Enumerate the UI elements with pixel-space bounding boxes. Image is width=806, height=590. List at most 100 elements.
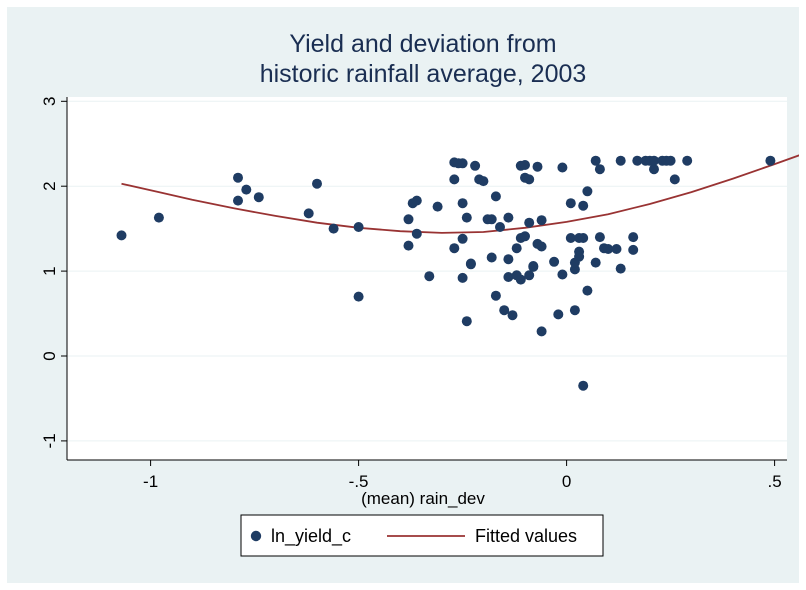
data-point	[549, 256, 560, 267]
data-point	[520, 231, 530, 242]
data-point	[457, 233, 468, 244]
data-point	[312, 178, 322, 189]
data-point	[303, 208, 314, 219]
data-point	[615, 263, 626, 274]
data-point	[470, 160, 481, 171]
data-point	[578, 200, 589, 211]
data-point	[503, 272, 514, 282]
axis-layer: -1 0 1 2 3 -1 -.5 0 .5	[40, 97, 787, 491]
fit-line-layer	[121, 154, 799, 234]
point-layer	[116, 155, 776, 391]
data-point	[465, 258, 476, 269]
data-point	[486, 214, 497, 225]
data-point	[495, 222, 505, 232]
y-tick-label: 3	[40, 97, 59, 106]
data-point	[594, 164, 605, 175]
data-point	[511, 243, 522, 254]
data-point	[520, 160, 530, 170]
data-point	[594, 232, 605, 243]
data-point	[457, 158, 468, 169]
data-point	[253, 192, 264, 203]
data-point	[524, 174, 535, 185]
data-point	[536, 215, 547, 226]
data-point	[557, 269, 568, 280]
data-point	[524, 270, 535, 281]
data-point	[615, 155, 626, 166]
y-tick-label: 2	[40, 181, 59, 190]
data-point	[353, 222, 364, 232]
data-point	[411, 228, 422, 239]
data-point	[478, 176, 489, 187]
data-point	[649, 164, 659, 175]
data-point	[432, 201, 443, 212]
data-point	[490, 191, 501, 202]
data-point	[611, 244, 622, 254]
data-point	[461, 316, 472, 327]
data-point	[536, 241, 547, 252]
chart-title-line-1: Yield and deviation from	[289, 30, 556, 58]
data-point	[569, 305, 580, 316]
data-point	[590, 257, 601, 268]
data-point	[582, 186, 593, 197]
data-point	[528, 261, 539, 271]
data-point	[153, 212, 164, 223]
x-tick-label: 0	[562, 472, 571, 491]
data-point	[565, 198, 576, 209]
data-point	[532, 161, 543, 172]
data-point	[233, 195, 243, 206]
data-point	[457, 198, 468, 209]
data-point	[553, 309, 564, 320]
data-point	[765, 155, 776, 166]
chart-title-line-2: historic rainfall average, 2003	[260, 60, 587, 88]
x-tick-label: -1	[143, 472, 158, 491]
data-point	[682, 155, 693, 166]
scatter-chart: Yield and deviation from historic rainfa…	[40, 30, 799, 557]
data-point	[582, 285, 593, 296]
data-point	[403, 240, 414, 251]
data-point	[669, 174, 680, 185]
y-tick-label: 0	[40, 351, 59, 360]
data-point	[403, 214, 414, 225]
data-point	[241, 184, 252, 195]
data-point	[424, 271, 435, 282]
data-point	[603, 244, 614, 254]
data-point	[449, 174, 460, 185]
data-point	[515, 274, 526, 285]
data-point	[233, 172, 243, 183]
data-point	[628, 232, 639, 243]
chart-frame: Yield and deviation from historic rainfa…	[7, 7, 799, 583]
data-point	[503, 254, 514, 265]
data-point	[503, 212, 514, 223]
grid-layer	[67, 100, 787, 442]
data-point	[461, 212, 472, 223]
data-point	[524, 217, 535, 228]
x-axis-title: (mean) rain_dev	[361, 489, 485, 508]
fitted-values-line	[121, 154, 799, 234]
legend: ln_yield_c Fitted values	[240, 514, 604, 557]
x-tick-label: .5	[768, 472, 782, 491]
data-point	[628, 244, 639, 255]
data-point	[632, 155, 643, 166]
data-point	[411, 195, 422, 206]
data-point	[457, 272, 468, 283]
data-point	[557, 162, 568, 173]
data-point	[590, 155, 601, 166]
data-point	[507, 310, 518, 321]
data-point	[578, 233, 589, 243]
data-point	[116, 230, 127, 241]
data-point	[353, 291, 364, 302]
legend-label-fitted-values: Fitted values	[475, 526, 577, 546]
data-point	[449, 243, 460, 254]
data-point	[574, 251, 585, 262]
data-point	[565, 233, 576, 243]
data-point	[649, 155, 659, 166]
data-point	[536, 326, 547, 337]
data-point	[499, 305, 510, 316]
legend-marker-ln-yield-c	[250, 530, 262, 542]
data-point	[578, 380, 589, 391]
data-point	[328, 223, 339, 234]
y-tick-label: -1	[40, 433, 59, 448]
legend-label-ln-yield-c: ln_yield_c	[271, 526, 351, 547]
data-point	[490, 290, 501, 301]
data-point	[486, 252, 497, 263]
